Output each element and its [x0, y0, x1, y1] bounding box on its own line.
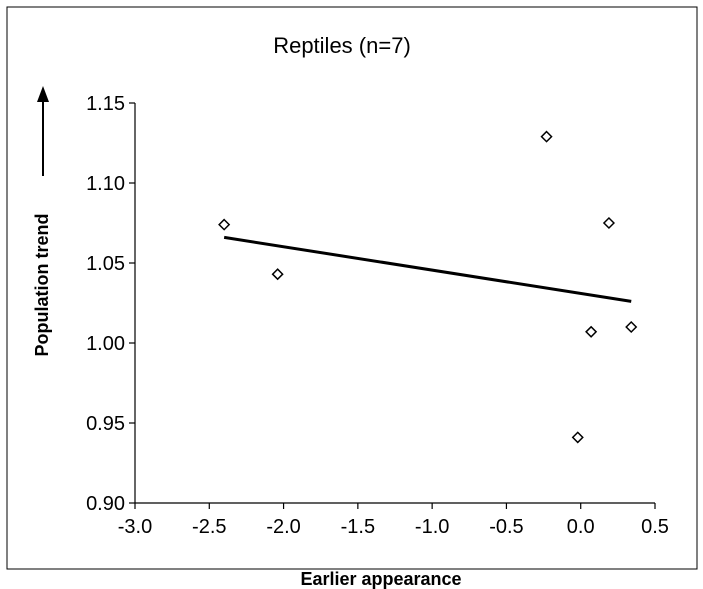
x-tick-label: -0.5 — [489, 516, 523, 538]
x-tick-label: -3.0 — [118, 516, 152, 538]
x-axis-label: Earlier appearance — [300, 569, 461, 589]
x-tick-label: -1.0 — [415, 516, 449, 538]
data-point — [585, 325, 598, 338]
data-point — [571, 431, 584, 444]
y-tick-label: 1.10 — [86, 173, 125, 195]
data-point — [540, 130, 553, 143]
y-tick-label: 0.90 — [86, 493, 125, 515]
x-tick-label: -2.5 — [192, 516, 226, 538]
data-points — [218, 130, 638, 444]
x-tick-label: 0.0 — [567, 516, 595, 538]
y-tick-label: 1.15 — [86, 93, 125, 115]
x-tick-label: -1.5 — [341, 516, 375, 538]
trendline-group — [223, 235, 632, 303]
axes — [134, 103, 655, 504]
chart-title: Reptiles (n=7) — [273, 33, 411, 58]
axis-ticks: -3.0 -2.5 -2.0 -1.5 -1.0 -0.5 0.0 0.5 0.90 0.95 1.… — [86, 93, 669, 538]
data-point — [271, 268, 284, 281]
y-tick-label: 1.05 — [86, 253, 125, 275]
x-tick-label: 0.5 — [641, 516, 669, 538]
trendline — [223, 235, 632, 303]
y-axis-label: Population trend — [32, 214, 52, 357]
chart-frame — [6, 6, 698, 570]
data-point — [602, 216, 616, 230]
x-tick-label: -2.0 — [266, 516, 300, 538]
y-tick-label: 0.95 — [86, 413, 125, 435]
data-point — [218, 218, 231, 231]
data-point — [625, 320, 638, 334]
up-arrow-icon — [37, 86, 49, 176]
y-tick-label: 1.00 — [86, 333, 125, 355]
